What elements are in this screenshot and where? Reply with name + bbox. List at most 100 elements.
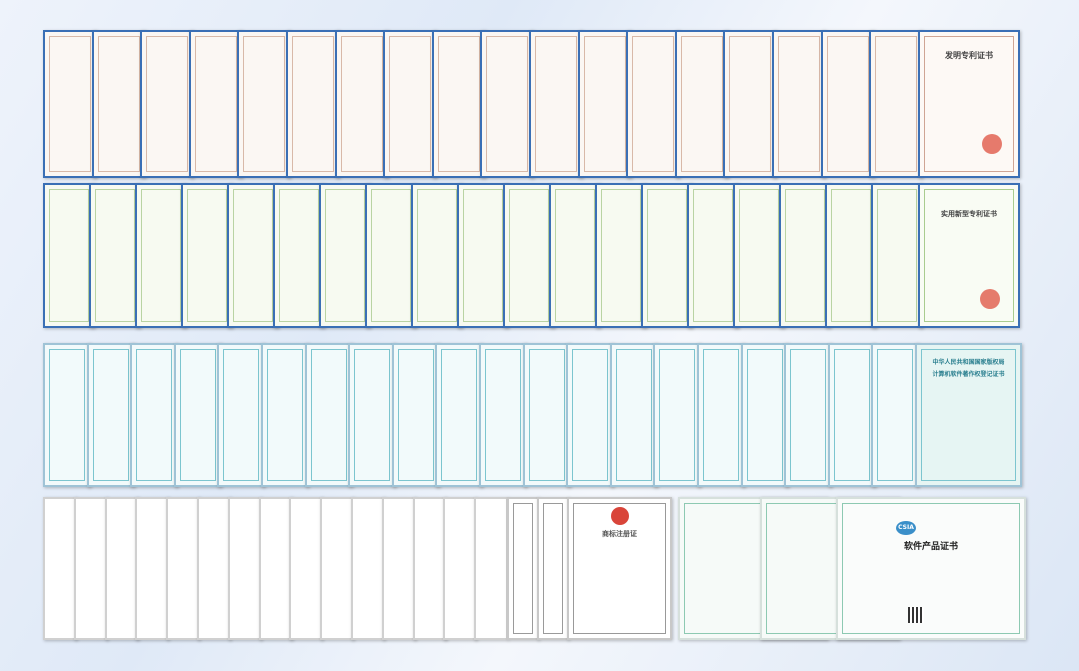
- certificate: [135, 497, 170, 640]
- certificate: [181, 183, 233, 328]
- certificate: [227, 497, 262, 640]
- inner-frame: [833, 349, 870, 481]
- inner-frame: [340, 36, 383, 172]
- certificate: [130, 343, 179, 487]
- inner-frame: [572, 349, 609, 481]
- inner-frame: [513, 503, 533, 634]
- certificate: [479, 343, 527, 487]
- inner-frame: [924, 36, 1014, 172]
- certificate: [549, 183, 601, 328]
- inner-frame: [680, 36, 723, 172]
- certificate-title: 实用新型专利证书: [941, 210, 997, 218]
- inner-frame: [194, 36, 237, 172]
- certificate: [443, 497, 478, 640]
- certificate: [104, 497, 139, 640]
- certificate: [273, 183, 325, 328]
- inner-frame: [179, 349, 216, 481]
- certificate: [166, 497, 201, 640]
- inner-frame: [826, 36, 869, 172]
- inner-frame: [92, 349, 129, 481]
- certificate: [480, 30, 535, 178]
- certificate: [641, 183, 693, 328]
- certificate: [227, 183, 279, 328]
- certificate: [595, 183, 647, 328]
- inner-frame: [223, 349, 260, 481]
- certificate-subtitle: 中华人民共和国国家版权局: [932, 359, 1005, 366]
- inner-frame: [49, 349, 85, 481]
- inner-frame: [790, 349, 827, 481]
- certificate: [653, 343, 702, 487]
- certificate: [320, 497, 355, 640]
- inner-frame: [141, 189, 181, 322]
- certificate: [286, 30, 340, 178]
- inner-frame: [528, 349, 565, 481]
- certificate: [733, 183, 785, 328]
- inner-frame: [136, 349, 173, 481]
- certificate: [772, 30, 826, 178]
- certificate: [503, 183, 555, 328]
- inner-frame: [441, 349, 478, 481]
- inner-frame: [877, 189, 917, 322]
- inner-frame: [279, 189, 319, 322]
- inner-frame: [647, 189, 687, 322]
- inner-frame: [555, 189, 595, 322]
- inner-frame: [535, 36, 577, 172]
- certificate: [140, 30, 195, 178]
- certificate: [43, 183, 95, 328]
- seal: [980, 289, 1000, 309]
- certificate: [529, 30, 583, 178]
- certificate: [135, 183, 187, 328]
- inner-frame: [95, 189, 135, 322]
- inner-frame: [921, 349, 1016, 481]
- certificate-title: 商标注册证: [602, 530, 637, 538]
- certificate: [507, 497, 539, 640]
- inner-frame: [632, 36, 675, 172]
- inner-frame: [583, 36, 626, 172]
- certificate: [258, 497, 293, 640]
- inner-frame: [543, 503, 563, 634]
- certificate: [91, 30, 146, 178]
- certificate: [348, 343, 397, 487]
- inner-frame: [463, 189, 503, 322]
- certificate: [687, 183, 739, 328]
- certificate: [537, 497, 569, 640]
- certificate: [89, 183, 141, 328]
- certificate: [261, 343, 309, 487]
- certificate: [173, 343, 222, 487]
- inner-frame: [785, 189, 825, 322]
- certificate: [674, 30, 729, 178]
- inner-frame: [292, 36, 334, 172]
- certificate: [609, 343, 658, 487]
- inner-frame: [485, 349, 521, 481]
- certificate: [86, 343, 135, 487]
- inner-frame: [146, 36, 189, 172]
- certificate: [197, 497, 231, 640]
- inner-frame: [659, 349, 696, 481]
- certificate: [411, 183, 463, 328]
- certificate: [381, 497, 416, 640]
- inner-frame: [739, 189, 779, 322]
- certificate: [43, 497, 77, 640]
- inner-frame: [371, 189, 411, 322]
- inner-frame: [924, 189, 1014, 322]
- certificate-title: 发明专利证书: [945, 51, 993, 60]
- certificate: [457, 183, 509, 328]
- inner-frame: [703, 349, 739, 481]
- inner-frame: [877, 349, 914, 481]
- certificate: [825, 183, 877, 328]
- certificate: [431, 30, 486, 178]
- inner-frame: [310, 349, 347, 481]
- certificate: [391, 343, 440, 487]
- inner-frame: [615, 349, 652, 481]
- certificate: [723, 30, 778, 178]
- inner-frame: [187, 189, 227, 322]
- certificate: [351, 497, 385, 640]
- certificate: [522, 343, 571, 487]
- certificate: [697, 343, 745, 487]
- certificate: 中华人民共和国国家版权局 计算机软件著作权登记证书: [915, 343, 1022, 487]
- certificate: [740, 343, 789, 487]
- certificate: [827, 343, 876, 487]
- inner-frame: [354, 349, 391, 481]
- certificate: [383, 30, 438, 178]
- certificate: [237, 30, 292, 178]
